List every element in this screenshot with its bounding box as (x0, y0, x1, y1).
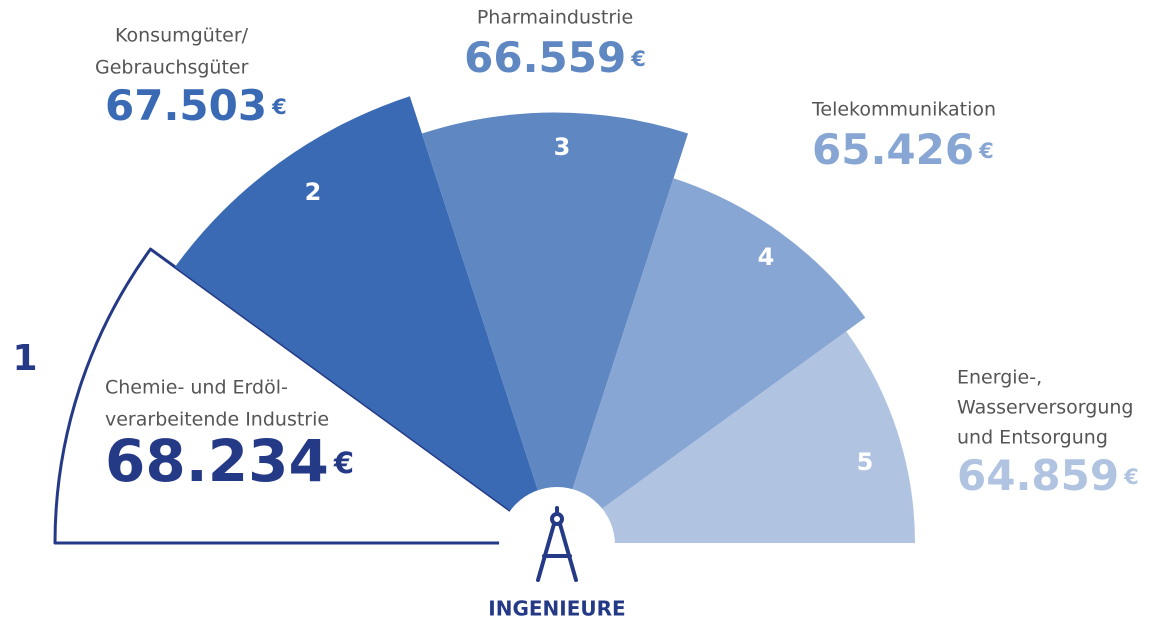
compass-icon (536, 506, 578, 582)
category-label: und Entsorgung (957, 427, 1108, 449)
category-label: verarbeitende Industrie (105, 409, 329, 431)
wedge (555, 331, 915, 543)
center-label: INGENIEURE (488, 597, 625, 621)
category-label: Gebrauchsgüter (95, 57, 249, 79)
unit: € (271, 95, 287, 119)
wedge (53, 247, 557, 545)
value-label: 66.559 € (464, 33, 646, 82)
value-label: 65.426 € (812, 125, 994, 174)
wedge (555, 178, 866, 544)
category-label: Pharmaindustrie (477, 7, 633, 29)
value-label: 64.859 € (957, 451, 1139, 500)
unit: € (630, 47, 646, 71)
rank: 3 (554, 133, 571, 161)
value-label: 68.234 € (105, 427, 354, 495)
value: 68.234 (105, 427, 329, 495)
wedges (53, 96, 915, 545)
category-label: Chemie- und Erdöl- (105, 377, 288, 399)
unit: € (1123, 465, 1139, 489)
rank: 1 (12, 338, 37, 379)
unit: € (978, 139, 994, 163)
rank: 2 (305, 178, 322, 206)
center-circle (499, 487, 615, 603)
wedge (175, 96, 555, 543)
value: 67.503 (105, 81, 267, 130)
category-label: Konsumgüter/ (115, 25, 249, 47)
category-label: Energie-, (957, 367, 1042, 389)
category-label: Wasserversorgung (957, 397, 1133, 419)
value: 64.859 (957, 451, 1119, 500)
rank: 5 (857, 448, 874, 476)
category-label: Telekommunikation (811, 99, 996, 121)
wedge (421, 112, 689, 544)
rank: 4 (758, 243, 775, 271)
value-label: 67.503 € (105, 81, 287, 130)
unit: € (333, 446, 354, 480)
value: 66.559 (464, 33, 626, 82)
value: 65.426 (812, 125, 974, 174)
